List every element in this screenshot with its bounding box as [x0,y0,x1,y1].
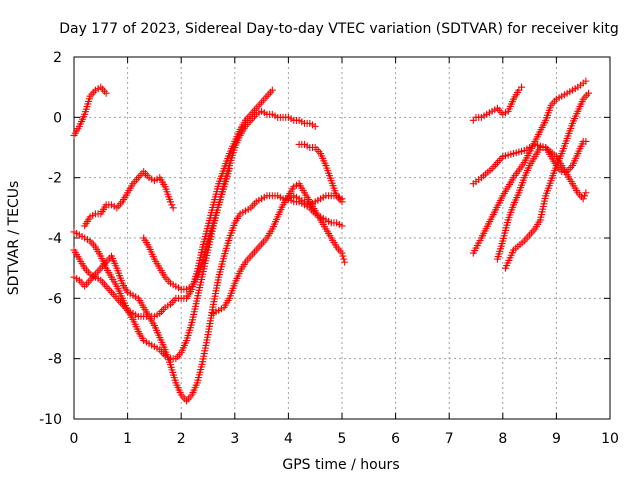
x-tick-label: 9 [552,431,561,447]
axis-ticks: 0 1 2 3 4 5 6 7 8 9 10 -10 -8 -6 -4 -2 0 2 [39,50,619,447]
data-series [469,140,590,203]
y-tick-label: 0 [53,110,62,126]
data-point [339,252,347,260]
y-axis-label: SDTVAR / TECUs [6,181,22,296]
data-point [579,195,587,203]
data-point [338,249,346,257]
data-series [70,107,319,363]
x-tick-label: 0 [70,431,79,447]
data-point [268,86,276,94]
x-tick-label: 1 [123,431,132,447]
data-point [169,204,177,212]
x-tick-label: 8 [498,431,507,447]
data-point [341,258,349,266]
y-tick-label: -4 [48,231,62,247]
data-point [338,222,346,230]
data-series [70,83,110,139]
data-point [340,255,348,263]
chart-title: Day 177 of 2023, Sidereal Day-to-day VTE… [59,21,619,37]
x-tick-label: 3 [230,431,239,447]
data-series [209,180,349,317]
y-tick-label: -8 [48,352,62,368]
y-tick-label: -10 [39,412,62,428]
data-series [284,192,346,209]
x-tick-label: 4 [284,431,293,447]
x-tick-label: 7 [445,431,454,447]
y-tick-label: -2 [48,171,62,187]
x-tick-label: 6 [391,431,400,447]
data-point [581,192,589,200]
data-point [582,77,590,85]
data-point [168,201,176,209]
data-point [311,122,319,130]
data-point [518,83,526,91]
data-series [81,168,177,230]
data-point [585,89,593,97]
data-series [140,165,233,293]
data-point [582,189,590,197]
y-tick-label: 2 [53,50,62,66]
data-point [166,198,174,206]
gridlines [74,57,610,419]
data-series [469,77,590,257]
x-tick-label: 2 [177,431,186,447]
data-series [469,83,526,124]
x-axis-label: GPS time / hours [282,457,399,473]
data-point [338,195,346,203]
data-series [501,89,593,272]
y-tick-label: -6 [48,291,62,307]
data-point [582,137,590,145]
data-point [225,165,233,173]
data-points [70,77,593,405]
x-tick-label: 10 [601,431,619,447]
x-tick-label: 5 [338,431,347,447]
data-point [102,89,110,97]
